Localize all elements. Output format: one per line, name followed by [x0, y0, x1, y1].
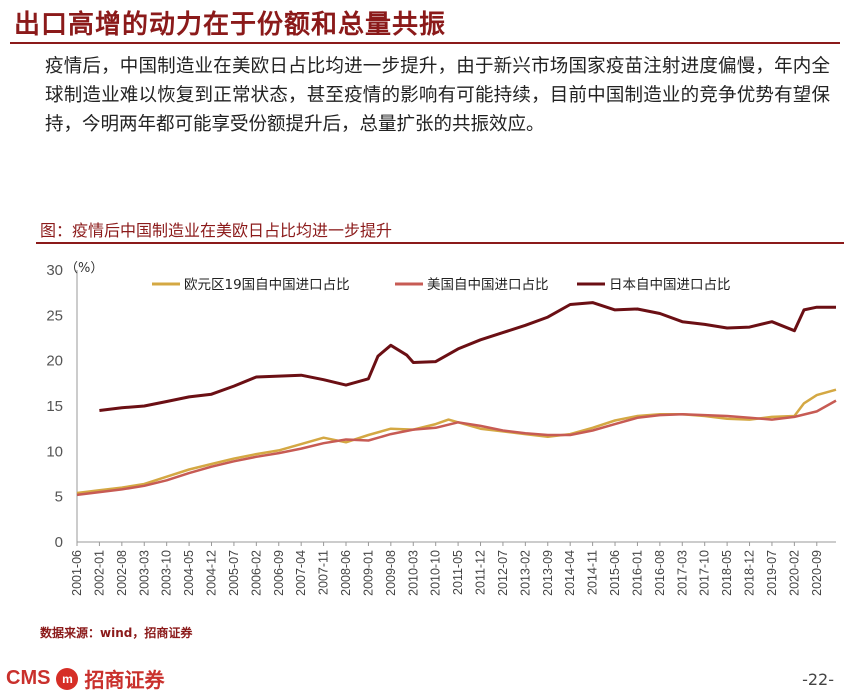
- legend-label-3: 日本自中国进口占比: [609, 277, 731, 293]
- x-tick-label: 2009-01: [361, 550, 375, 596]
- x-tick-label: 2014-04: [563, 550, 577, 596]
- y-tick-label: 20: [46, 353, 63, 370]
- x-tick-label: 2006-02: [249, 550, 263, 596]
- x-tick-label: 2003-03: [137, 550, 151, 596]
- x-tick-label: 2011-05: [451, 550, 465, 595]
- series-line-2: [76, 399, 837, 497]
- x-tick-label: 2006-09: [272, 550, 286, 596]
- chart-divider: [36, 242, 844, 244]
- company-logo: CMS m 招商证券: [6, 664, 164, 693]
- logo-cn-text: 招商证券: [84, 668, 165, 692]
- x-tick-label: 2004-12: [205, 550, 219, 596]
- x-tick-label: 2004-05: [182, 550, 196, 596]
- x-tick-label: 2018-05: [720, 550, 734, 596]
- y-tick-label: 0: [55, 534, 63, 551]
- y-tick-label: 15: [46, 398, 63, 415]
- x-tick-label: 2019-07: [765, 550, 779, 596]
- x-tick-label: 2013-02: [518, 550, 532, 596]
- x-tick-label: 2001-06: [70, 550, 84, 596]
- x-tick-label: 2002-08: [115, 550, 129, 596]
- x-tick-label: 2011-12: [474, 550, 488, 595]
- x-tick-label: 2020-02: [787, 550, 801, 596]
- slide-title: 出口高增的动力在于份额和总量共振: [14, 10, 447, 40]
- y-tick-label: 5: [55, 489, 63, 506]
- legend-label-1: 欧元区19国自中国进口占比: [184, 277, 350, 293]
- x-tick-label: 2008-06: [339, 550, 353, 596]
- x-tick-label: 2016-01: [630, 550, 644, 596]
- series-line-1: [76, 388, 837, 495]
- x-tick-label: 2012-07: [496, 550, 510, 596]
- x-tick-label: 2010-03: [406, 550, 420, 596]
- x-tick-label: 2007-04: [294, 550, 308, 596]
- logo-text: CMS: [6, 667, 51, 689]
- x-tick-label: 2003-10: [160, 550, 174, 596]
- x-tick-label: 2017-10: [698, 550, 712, 596]
- data-source: 数据来源：wind，招商证券: [40, 626, 193, 640]
- y-unit-label: （%）: [65, 261, 103, 276]
- body-paragraph: 疫情后，中国制造业在美欧日占比均进一步提升，由于新兴市场国家疫苗注射进度偏慢，年…: [45, 56, 830, 135]
- page-number: -22-: [802, 670, 834, 689]
- x-tick-label: 2016-08: [653, 550, 667, 596]
- series-line-3: [99, 301, 836, 412]
- x-tick-label: 2014-11: [586, 550, 600, 595]
- x-tick-label: 2020-09: [810, 550, 824, 596]
- logo-badge-icon: m: [56, 667, 79, 690]
- x-tick-label: 2009-08: [384, 550, 398, 596]
- line-chart: 0 5 10 15 20 25 30 （%） 2001-06 2002-01 2002-08 2003…: [46, 261, 837, 596]
- x-tick-label: 2007-11: [317, 550, 331, 595]
- chart-heading: 图：疫情后中国制造业在美欧日占比均进一步提升: [40, 221, 393, 240]
- title-divider: [10, 42, 840, 44]
- x-tick-label: 2017-03: [675, 550, 689, 596]
- x-tick-label: 2018-12: [743, 550, 757, 596]
- x-tick-label: 2010-10: [429, 550, 443, 596]
- y-tick-label: 10: [46, 443, 63, 460]
- x-tick-label: 2013-09: [541, 550, 555, 596]
- y-tick-label: 25: [46, 307, 63, 324]
- x-tick-label: 2005-07: [227, 550, 241, 596]
- legend-label-2: 美国自中国进口占比: [427, 277, 549, 293]
- x-tick-label: 2002-01: [92, 550, 106, 596]
- x-tick-label: 2015-06: [608, 550, 622, 596]
- y-tick-label: 30: [46, 262, 63, 279]
